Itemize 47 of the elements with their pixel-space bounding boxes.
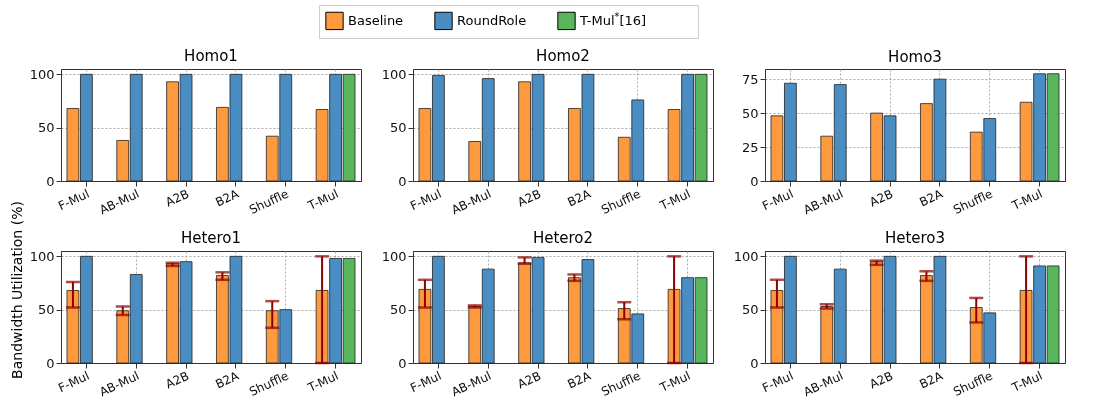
chart-title: Hetero3 [884,229,946,248]
y-tick-label: 0 [46,173,55,189]
y-tick-label: 100 [29,66,55,82]
x-tick-label: T-Mul [304,186,341,214]
y-tick-label: 100 [381,66,407,82]
x-tick-label: A2B [867,186,896,210]
x-tick-label: T-Mul [1008,186,1045,214]
y-tick-label: 0 [398,173,407,189]
x-tick-label: T-Mul [656,186,693,214]
chart-title: Homo3 [888,48,942,66]
y-tick-label: 50 [389,120,407,136]
y-tick-label: 0 [750,173,759,189]
y-axis-title: Bandwidth Utilization (%) [9,201,25,379]
x-tick-label: T-Mul [656,368,693,396]
chart-title: Homo2 [536,47,590,66]
x-tick-label: B2A [917,368,946,392]
y-tick-label: 100 [733,248,759,264]
x-tick-label: B2A [565,186,594,210]
x-tick-label: A2B [515,186,544,210]
x-tick-label: A2B [867,368,896,392]
x-tick-label: A2B [163,186,192,210]
y-tick-label: 50 [37,120,55,136]
y-tick-label: 0 [750,355,759,371]
y-tick-label: 50 [741,302,759,318]
chart-title: Hetero1 [180,229,242,248]
y-tick-label: 0 [46,355,55,371]
x-tick-label: B2A [917,186,946,210]
chart-title: Hetero2 [532,229,594,248]
x-tick-label: T-Mul [1008,368,1045,396]
legend-label: Baseline [348,12,404,28]
y-tick-label: 75 [741,71,759,87]
x-tick-label: T-Mul [304,368,341,396]
y-tick-label: 100 [381,248,407,264]
y-tick-label: 25 [741,139,759,155]
x-tick-label: B2A [565,368,594,392]
legend-label: RoundRole [457,12,527,28]
x-tick-label: A2B [515,368,544,392]
x-tick-label: B2A [213,368,242,392]
y-tick-label: 50 [37,302,55,318]
y-tick-label: 50 [741,105,759,121]
y-tick-label: 100 [29,248,55,264]
y-tick-label: 50 [389,302,407,318]
x-tick-label: A2B [163,368,192,392]
y-tick-label: 0 [398,355,407,371]
x-tick-label: B2A [213,186,242,210]
chart-title: Homo1 [184,47,238,66]
legend-label: T-Mul$^{*}$[16] [579,10,647,28]
